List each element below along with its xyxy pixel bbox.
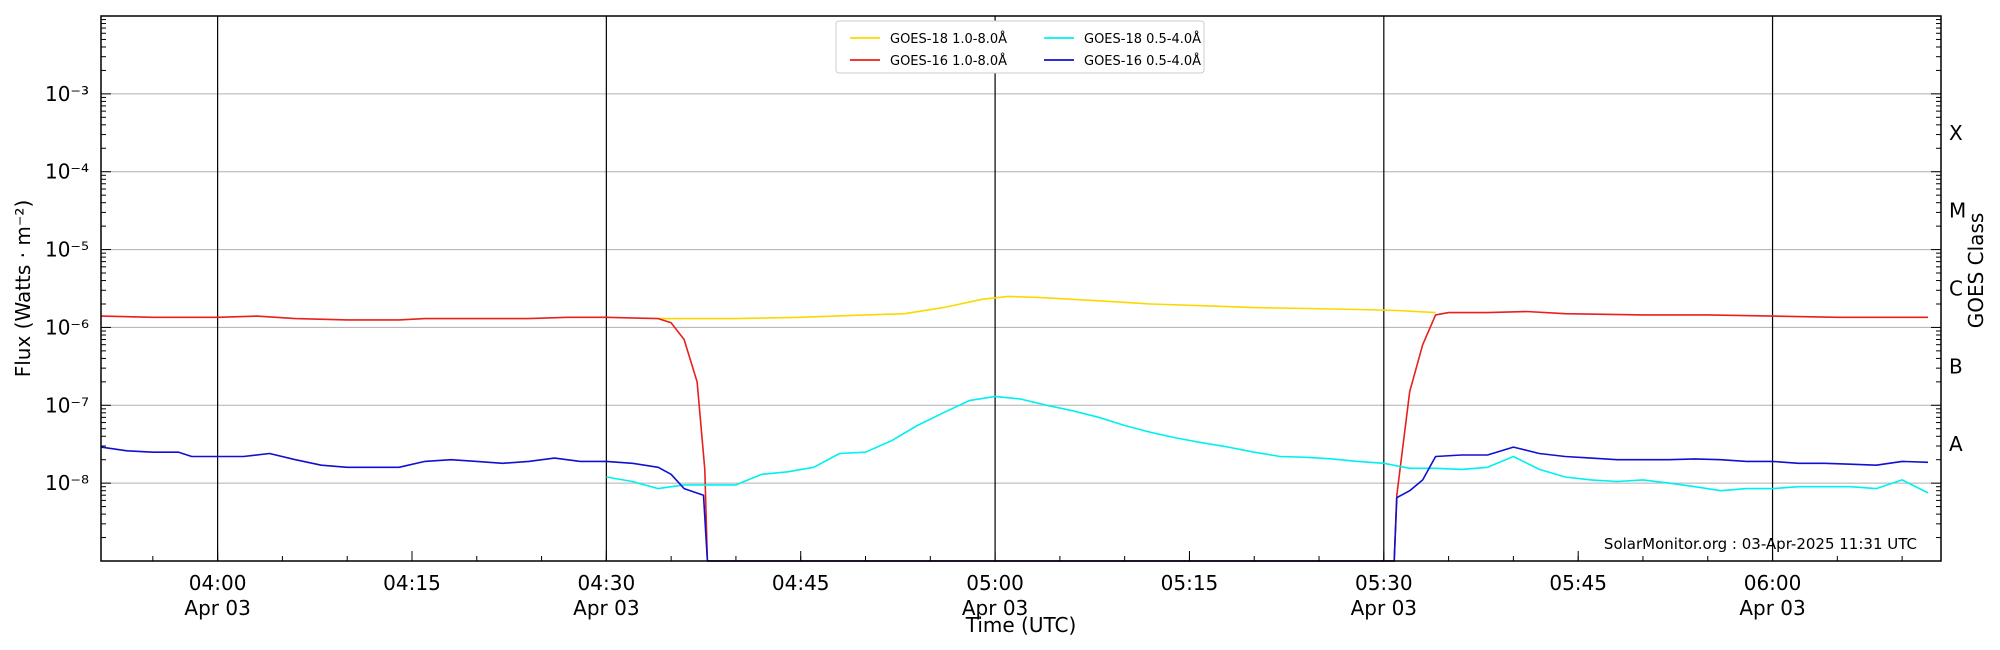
x-tick-date-label: Apr 03 — [962, 596, 1028, 620]
y-tick-label: 10⁻⁵ — [45, 238, 89, 262]
x-tick-label: 04:15 — [383, 571, 441, 595]
time-marker-lines — [217, 16, 1774, 561]
goes-class-label: X — [1949, 121, 1963, 145]
y-tick-label: 10⁻⁷ — [45, 393, 89, 417]
x-tick-label: 04:00 — [189, 571, 247, 595]
goes-class-axis-title: GOES Class — [1964, 213, 1988, 329]
grid-layer — [101, 93, 1941, 484]
y-tick-label: 10⁻⁴ — [45, 160, 89, 184]
goes-class-label: B — [1949, 354, 1963, 378]
y-axis-title: Flux (Watts · m⁻²) — [11, 200, 35, 378]
series-line — [658, 295, 1436, 320]
y-tick-label: 10⁻³ — [45, 82, 89, 106]
series-line — [100, 446, 1929, 562]
series-line — [100, 310, 1928, 562]
x-tick-date-label: Apr 03 — [184, 596, 250, 620]
x-tick-label: 05:15 — [1161, 571, 1219, 595]
goes-class-label: C — [1949, 277, 1963, 301]
x-tick-label: 04:30 — [578, 571, 636, 595]
y-tick-label: 10⁻⁸ — [45, 471, 89, 495]
x-tick-date-label: Apr 03 — [1351, 596, 1417, 620]
legend-label: GOES-18 1.0-8.0Å — [890, 31, 1007, 47]
x-tick-label: 05:00 — [966, 571, 1024, 595]
x-tick-label: 06:00 — [1744, 571, 1802, 595]
x-tick-label: 05:30 — [1355, 571, 1413, 595]
legend: GOES-18 1.0-8.0Å GOES-16 1.0-8.0Å GOES-18 … — [835, 20, 1205, 74]
legend-box — [835, 20, 1205, 74]
goes-class-label: M — [1949, 199, 1966, 223]
legend-label: GOES-18 0.5-4.0Å — [1084, 31, 1201, 47]
legend-label: GOES-16 0.5-4.0Å — [1084, 53, 1201, 69]
x-axis-title: Time (UTC) — [965, 613, 1077, 637]
series-layer — [100, 295, 1929, 562]
y-tick-label: 10⁻⁶ — [45, 315, 89, 339]
plot-frame — [100, 15, 1942, 562]
x-tick-label: 05:45 — [1549, 571, 1607, 595]
x-tick-date-label: Apr 03 — [573, 596, 639, 620]
x-tick-label: 04:45 — [772, 571, 830, 595]
goes-class-label: A — [1949, 432, 1963, 456]
credit-text: SolarMonitor.org : 03-Apr-2025 11:31 UTC — [1604, 535, 1917, 553]
legend-label: GOES-16 1.0-8.0Å — [890, 53, 1007, 69]
x-tick-date-label: Apr 03 — [1739, 596, 1805, 620]
series-line — [606, 395, 1929, 494]
goes-class-labels: A B C M X — [1949, 121, 1966, 456]
